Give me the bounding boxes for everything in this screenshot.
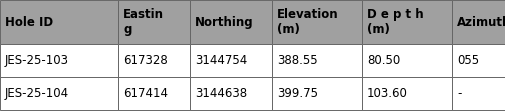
Bar bbox=[118, 44, 189, 77]
Bar bbox=[451, 0, 505, 44]
Bar bbox=[118, 0, 189, 44]
Text: 617328: 617328 bbox=[123, 54, 168, 67]
Bar bbox=[189, 0, 272, 44]
Text: Eastin
g: Eastin g bbox=[123, 8, 164, 36]
Bar bbox=[0, 44, 118, 77]
Bar bbox=[118, 77, 189, 110]
Bar bbox=[361, 0, 451, 44]
Bar bbox=[272, 44, 361, 77]
Bar bbox=[361, 77, 451, 110]
Text: 103.60: 103.60 bbox=[366, 87, 407, 100]
Text: JES-25-104: JES-25-104 bbox=[5, 87, 69, 100]
Text: Northing: Northing bbox=[194, 16, 253, 29]
Text: Azimuth: Azimuth bbox=[456, 16, 505, 29]
Text: Hole ID: Hole ID bbox=[5, 16, 53, 29]
Text: Elevation
(m): Elevation (m) bbox=[276, 8, 338, 36]
Text: 3144754: 3144754 bbox=[194, 54, 247, 67]
Bar bbox=[451, 77, 505, 110]
Bar bbox=[272, 77, 361, 110]
Bar bbox=[0, 0, 118, 44]
Text: 399.75: 399.75 bbox=[276, 87, 317, 100]
Text: D e p t h
(m): D e p t h (m) bbox=[366, 8, 423, 36]
Bar bbox=[272, 0, 361, 44]
Text: 055: 055 bbox=[456, 54, 478, 67]
Text: JES-25-103: JES-25-103 bbox=[5, 54, 69, 67]
Text: 388.55: 388.55 bbox=[276, 54, 317, 67]
Text: 617414: 617414 bbox=[123, 87, 168, 100]
Text: 80.50: 80.50 bbox=[366, 54, 399, 67]
Bar bbox=[0, 77, 118, 110]
Bar bbox=[189, 44, 272, 77]
Text: -: - bbox=[456, 87, 461, 100]
Text: 3144638: 3144638 bbox=[194, 87, 246, 100]
Bar bbox=[451, 44, 505, 77]
Bar bbox=[189, 77, 272, 110]
Bar bbox=[361, 44, 451, 77]
